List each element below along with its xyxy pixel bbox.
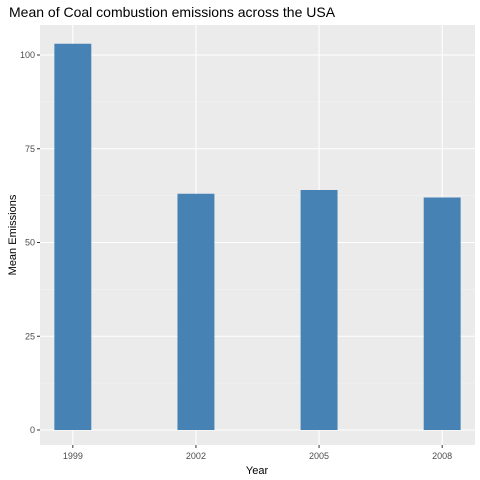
y-axis-title: Mean Emissions (7, 194, 19, 275)
plot-panel (40, 25, 475, 445)
chart-title: Mean of Coal combustion emissions across… (9, 4, 336, 20)
bars (54, 43, 461, 430)
x-axis-title: Year (246, 465, 269, 477)
bar-2005 (300, 190, 338, 430)
y-tick-label: 75 (25, 144, 35, 154)
y-tick-label: 0 (30, 425, 35, 435)
bar-2002 (177, 193, 215, 430)
x-tick-label: 1999 (63, 451, 83, 461)
x-tick-label: 2008 (432, 451, 452, 461)
y-tick-label: 100 (20, 50, 35, 60)
bar-1999 (54, 43, 92, 430)
x-axis-ticks: 1999 2002 2005 2008 (63, 445, 452, 461)
x-tick-label: 2005 (309, 451, 329, 461)
bar-2008 (423, 197, 461, 430)
y-tick-label: 25 (25, 331, 35, 341)
y-axis-ticks: 0 25 50 75 100 (20, 50, 40, 435)
x-tick-label: 2002 (186, 451, 206, 461)
y-tick-label: 50 (25, 238, 35, 248)
